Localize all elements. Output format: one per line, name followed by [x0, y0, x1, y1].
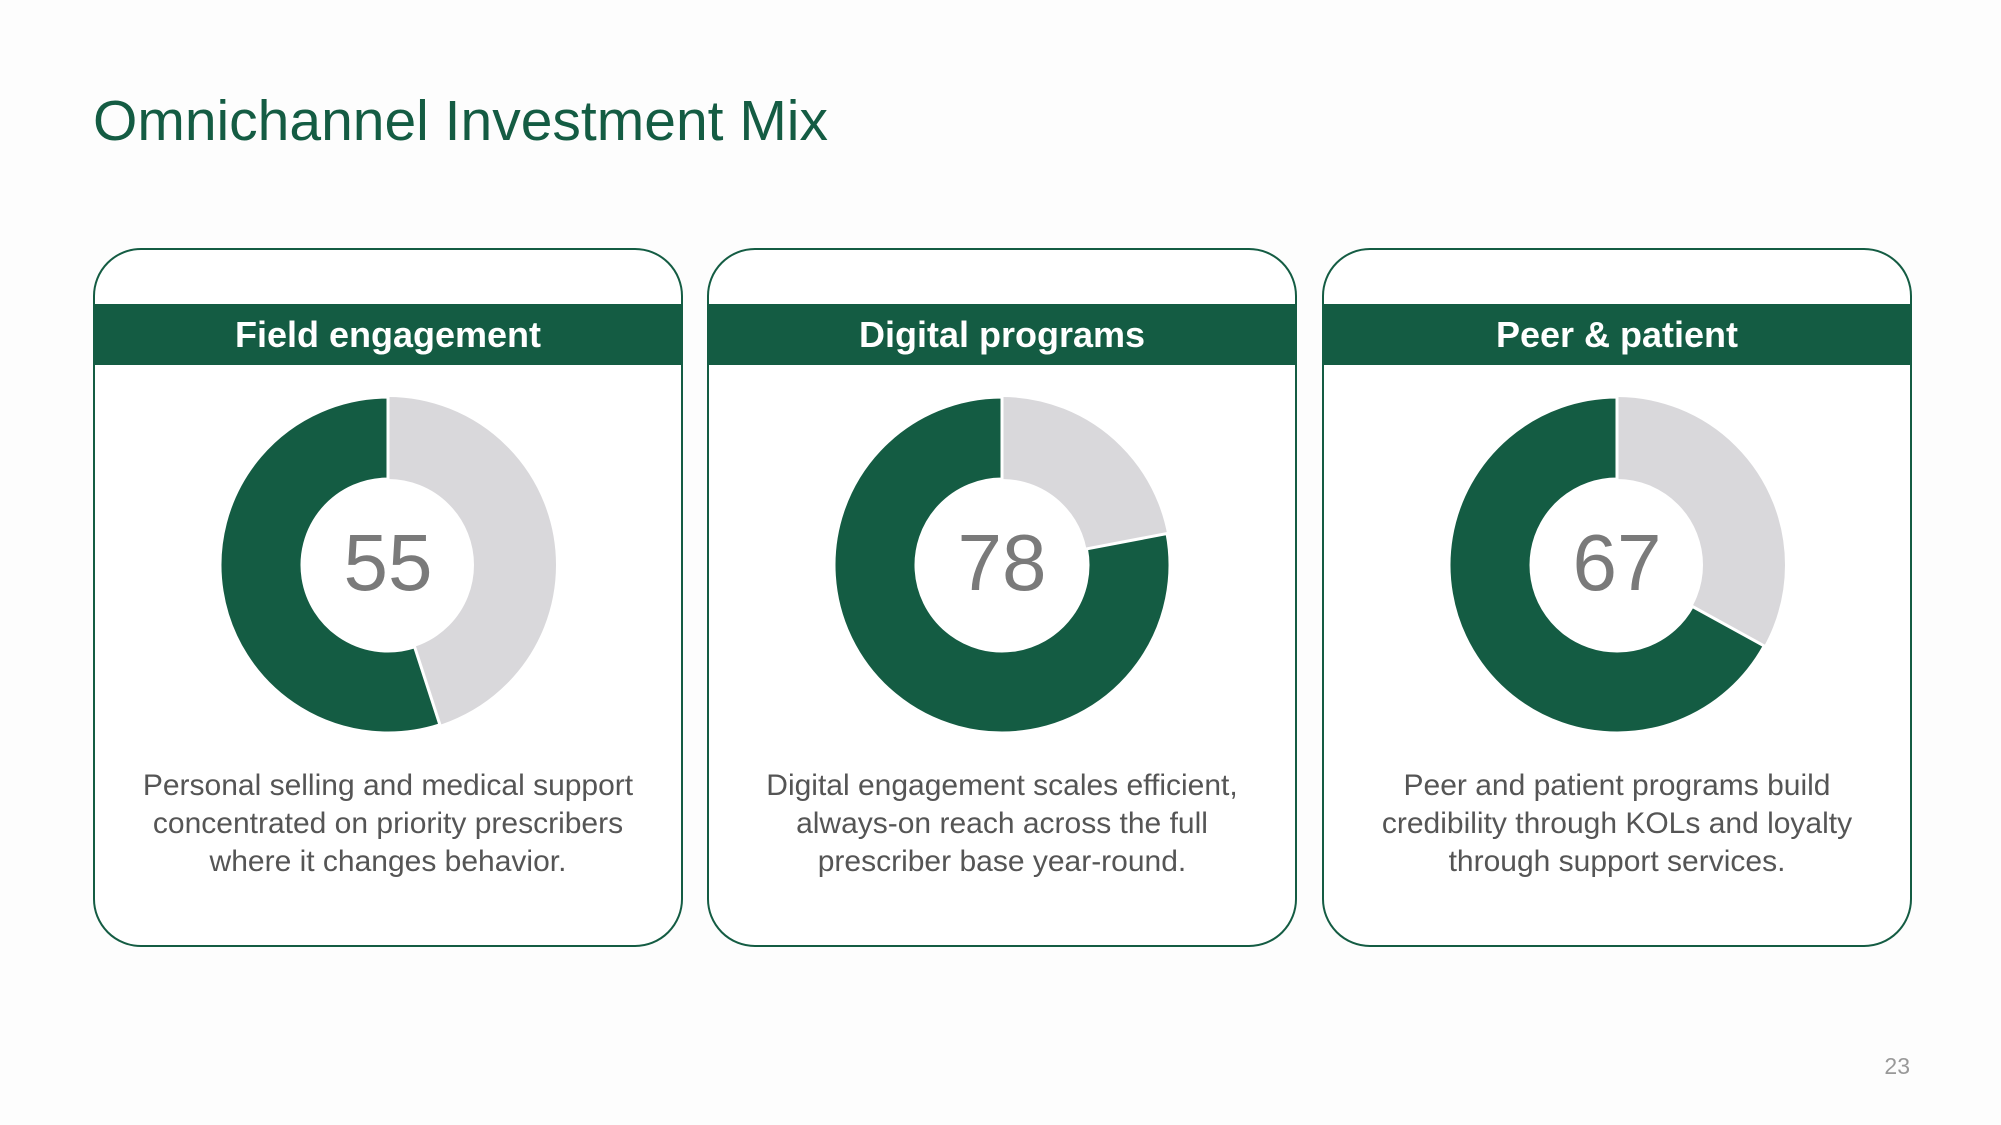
card-caption: Digital engagement scales efficient, alw… [766, 769, 1238, 878]
donut-value-label: 67 [1573, 518, 1662, 607]
card-header: Field engagement [95, 304, 681, 365]
donut-segment [832, 395, 1172, 735]
donut-chart: 78 [832, 395, 1172, 735]
page-number: 23 [1884, 1053, 1910, 1079]
card: Peer & patient 67 Peer and patient program… [1322, 248, 1912, 947]
card: Digital programs 78 Digital engagement sca… [707, 248, 1297, 947]
card-header: Peer & patient [1324, 304, 1910, 365]
card: Field engagement 55 Personal selling and m… [93, 248, 683, 947]
donut-value-label: 78 [958, 518, 1047, 607]
card-header: Digital programs [709, 304, 1295, 365]
donut-chart: 67 [1447, 395, 1785, 735]
slide-title: Omnichannel Investment Mix [93, 89, 828, 153]
donut-segment [1447, 395, 1767, 735]
donut-segment [218, 395, 442, 735]
donut-chart: 55 [218, 395, 556, 735]
card-caption: Personal selling and medical support con… [142, 769, 634, 878]
donut-value-label: 55 [344, 518, 433, 607]
card-caption: Peer and patient programs build credibil… [1381, 769, 1853, 878]
